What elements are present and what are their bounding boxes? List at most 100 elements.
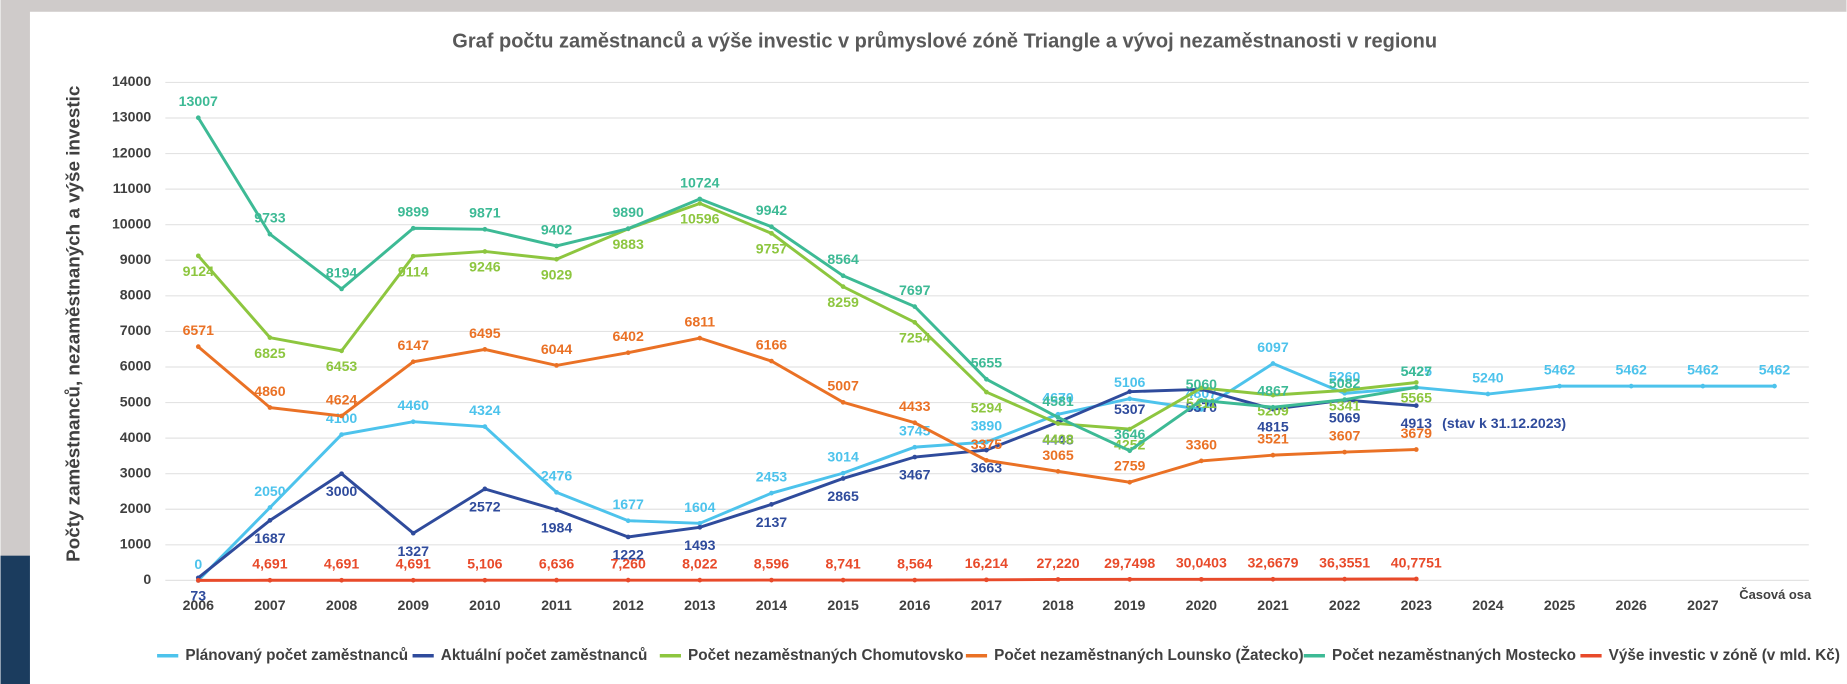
point — [1270, 361, 1276, 366]
value-label: 5462 — [1759, 362, 1791, 378]
y-tick-label: 0 — [143, 571, 151, 587]
value-label: 3679 — [1401, 425, 1433, 441]
point — [554, 507, 559, 513]
point — [410, 359, 416, 365]
y-tick-label: 14000 — [112, 73, 151, 89]
point — [625, 226, 631, 231]
value-label: 6166 — [756, 337, 788, 353]
series-line — [197, 201, 1417, 431]
x-tick-label: 2026 — [1616, 597, 1648, 613]
value-label: 9899 — [398, 204, 430, 220]
value-label: 2476 — [541, 468, 573, 484]
point — [912, 420, 918, 426]
x-tick-label: 2014 — [756, 597, 788, 613]
point — [625, 577, 631, 583]
point — [912, 320, 918, 325]
value-label: 4460 — [398, 397, 430, 413]
point — [482, 347, 488, 352]
value-label: 5370 — [1186, 399, 1218, 415]
point — [1198, 385, 1204, 391]
value-label: 9871 — [469, 205, 501, 221]
point — [984, 457, 989, 463]
value-label: 6044 — [541, 341, 573, 357]
chart-title: Graf počtu zaměstnanců a výše investic v… — [452, 31, 1437, 53]
point — [1413, 447, 1419, 452]
value-label: 5069 — [1329, 410, 1361, 426]
value-label: 4815 — [1257, 419, 1289, 435]
x-tick-label: 2025 — [1544, 597, 1576, 613]
point — [482, 226, 488, 232]
point — [625, 350, 631, 356]
point — [267, 405, 273, 410]
point — [697, 196, 703, 202]
point — [410, 419, 416, 425]
point — [697, 577, 703, 583]
point — [625, 534, 631, 540]
point — [1413, 403, 1419, 408]
point — [984, 389, 989, 395]
y-tick-label: 5000 — [120, 393, 152, 409]
value-label: 8259 — [827, 294, 859, 310]
x-tick-label: 2012 — [612, 597, 644, 613]
point — [267, 518, 273, 523]
legend-label: Výše investic v zóně (v mld. Kč) — [1609, 647, 1840, 664]
point — [984, 447, 989, 453]
point — [984, 577, 989, 583]
value-label: 8194 — [326, 264, 358, 280]
legend-label: Počet nezaměstnaných Mostecko — [1332, 647, 1576, 664]
legend-label: Počet nezaměstnaných Lounsko (Žatecko) — [994, 646, 1303, 664]
legend-label: Plánovaný počet zaměstnanců — [185, 647, 408, 664]
point — [482, 249, 488, 254]
y-tick-label: 4000 — [120, 429, 152, 445]
value-label: 1687 — [254, 530, 286, 546]
point — [1557, 383, 1562, 389]
value-label: 3607 — [1329, 428, 1361, 444]
value-label: 73 — [190, 587, 206, 603]
point — [1055, 577, 1061, 582]
value-label: 4,691 — [396, 556, 431, 572]
value-label: 27,220 — [1036, 555, 1079, 571]
value-label: 9402 — [541, 221, 573, 237]
value-label: 4324 — [469, 402, 501, 418]
value-label: 2865 — [827, 488, 859, 504]
point — [1413, 380, 1419, 385]
value-label: 3375 — [971, 436, 1003, 452]
value-label: 9246 — [469, 259, 501, 275]
x-tick-label: 2018 — [1042, 597, 1074, 613]
point — [267, 335, 273, 340]
point — [1127, 448, 1133, 454]
value-label: 16,214 — [965, 555, 1008, 571]
value-label: 5082 — [1329, 375, 1361, 391]
value-label: 9733 — [254, 210, 286, 226]
value-label: 9124 — [183, 263, 215, 279]
value-label: 5294 — [971, 399, 1003, 415]
value-label: 6453 — [326, 358, 358, 374]
point — [984, 439, 989, 445]
value-label: 5462 — [1616, 362, 1648, 378]
value-label: 36,3551 — [1319, 555, 1370, 571]
value-label: 6402 — [612, 328, 644, 344]
x-tick-label: 2013 — [684, 597, 716, 613]
point — [410, 577, 416, 583]
y-tick-label: 7000 — [120, 322, 152, 338]
point — [1055, 421, 1061, 426]
series-line — [197, 336, 1417, 484]
x-tick-label: 2006 — [183, 597, 215, 613]
value-label: 5425 — [1401, 363, 1433, 379]
value-label: 9757 — [756, 241, 788, 257]
value-label: 10724 — [680, 174, 719, 190]
y-tick-label: 12000 — [112, 144, 151, 160]
value-label: 4867 — [1257, 383, 1289, 399]
point — [697, 201, 703, 206]
value-label: 9029 — [541, 266, 573, 282]
x-tick-label: 2019 — [1114, 597, 1146, 613]
value-label: 3521 — [1257, 431, 1289, 447]
point — [912, 444, 918, 450]
value-label: 10596 — [680, 211, 719, 227]
value-label: 3646 — [1114, 426, 1146, 442]
point — [1342, 449, 1347, 455]
point — [697, 335, 703, 341]
value-label: 9114 — [398, 263, 429, 279]
point — [1127, 389, 1133, 394]
point — [697, 520, 703, 526]
